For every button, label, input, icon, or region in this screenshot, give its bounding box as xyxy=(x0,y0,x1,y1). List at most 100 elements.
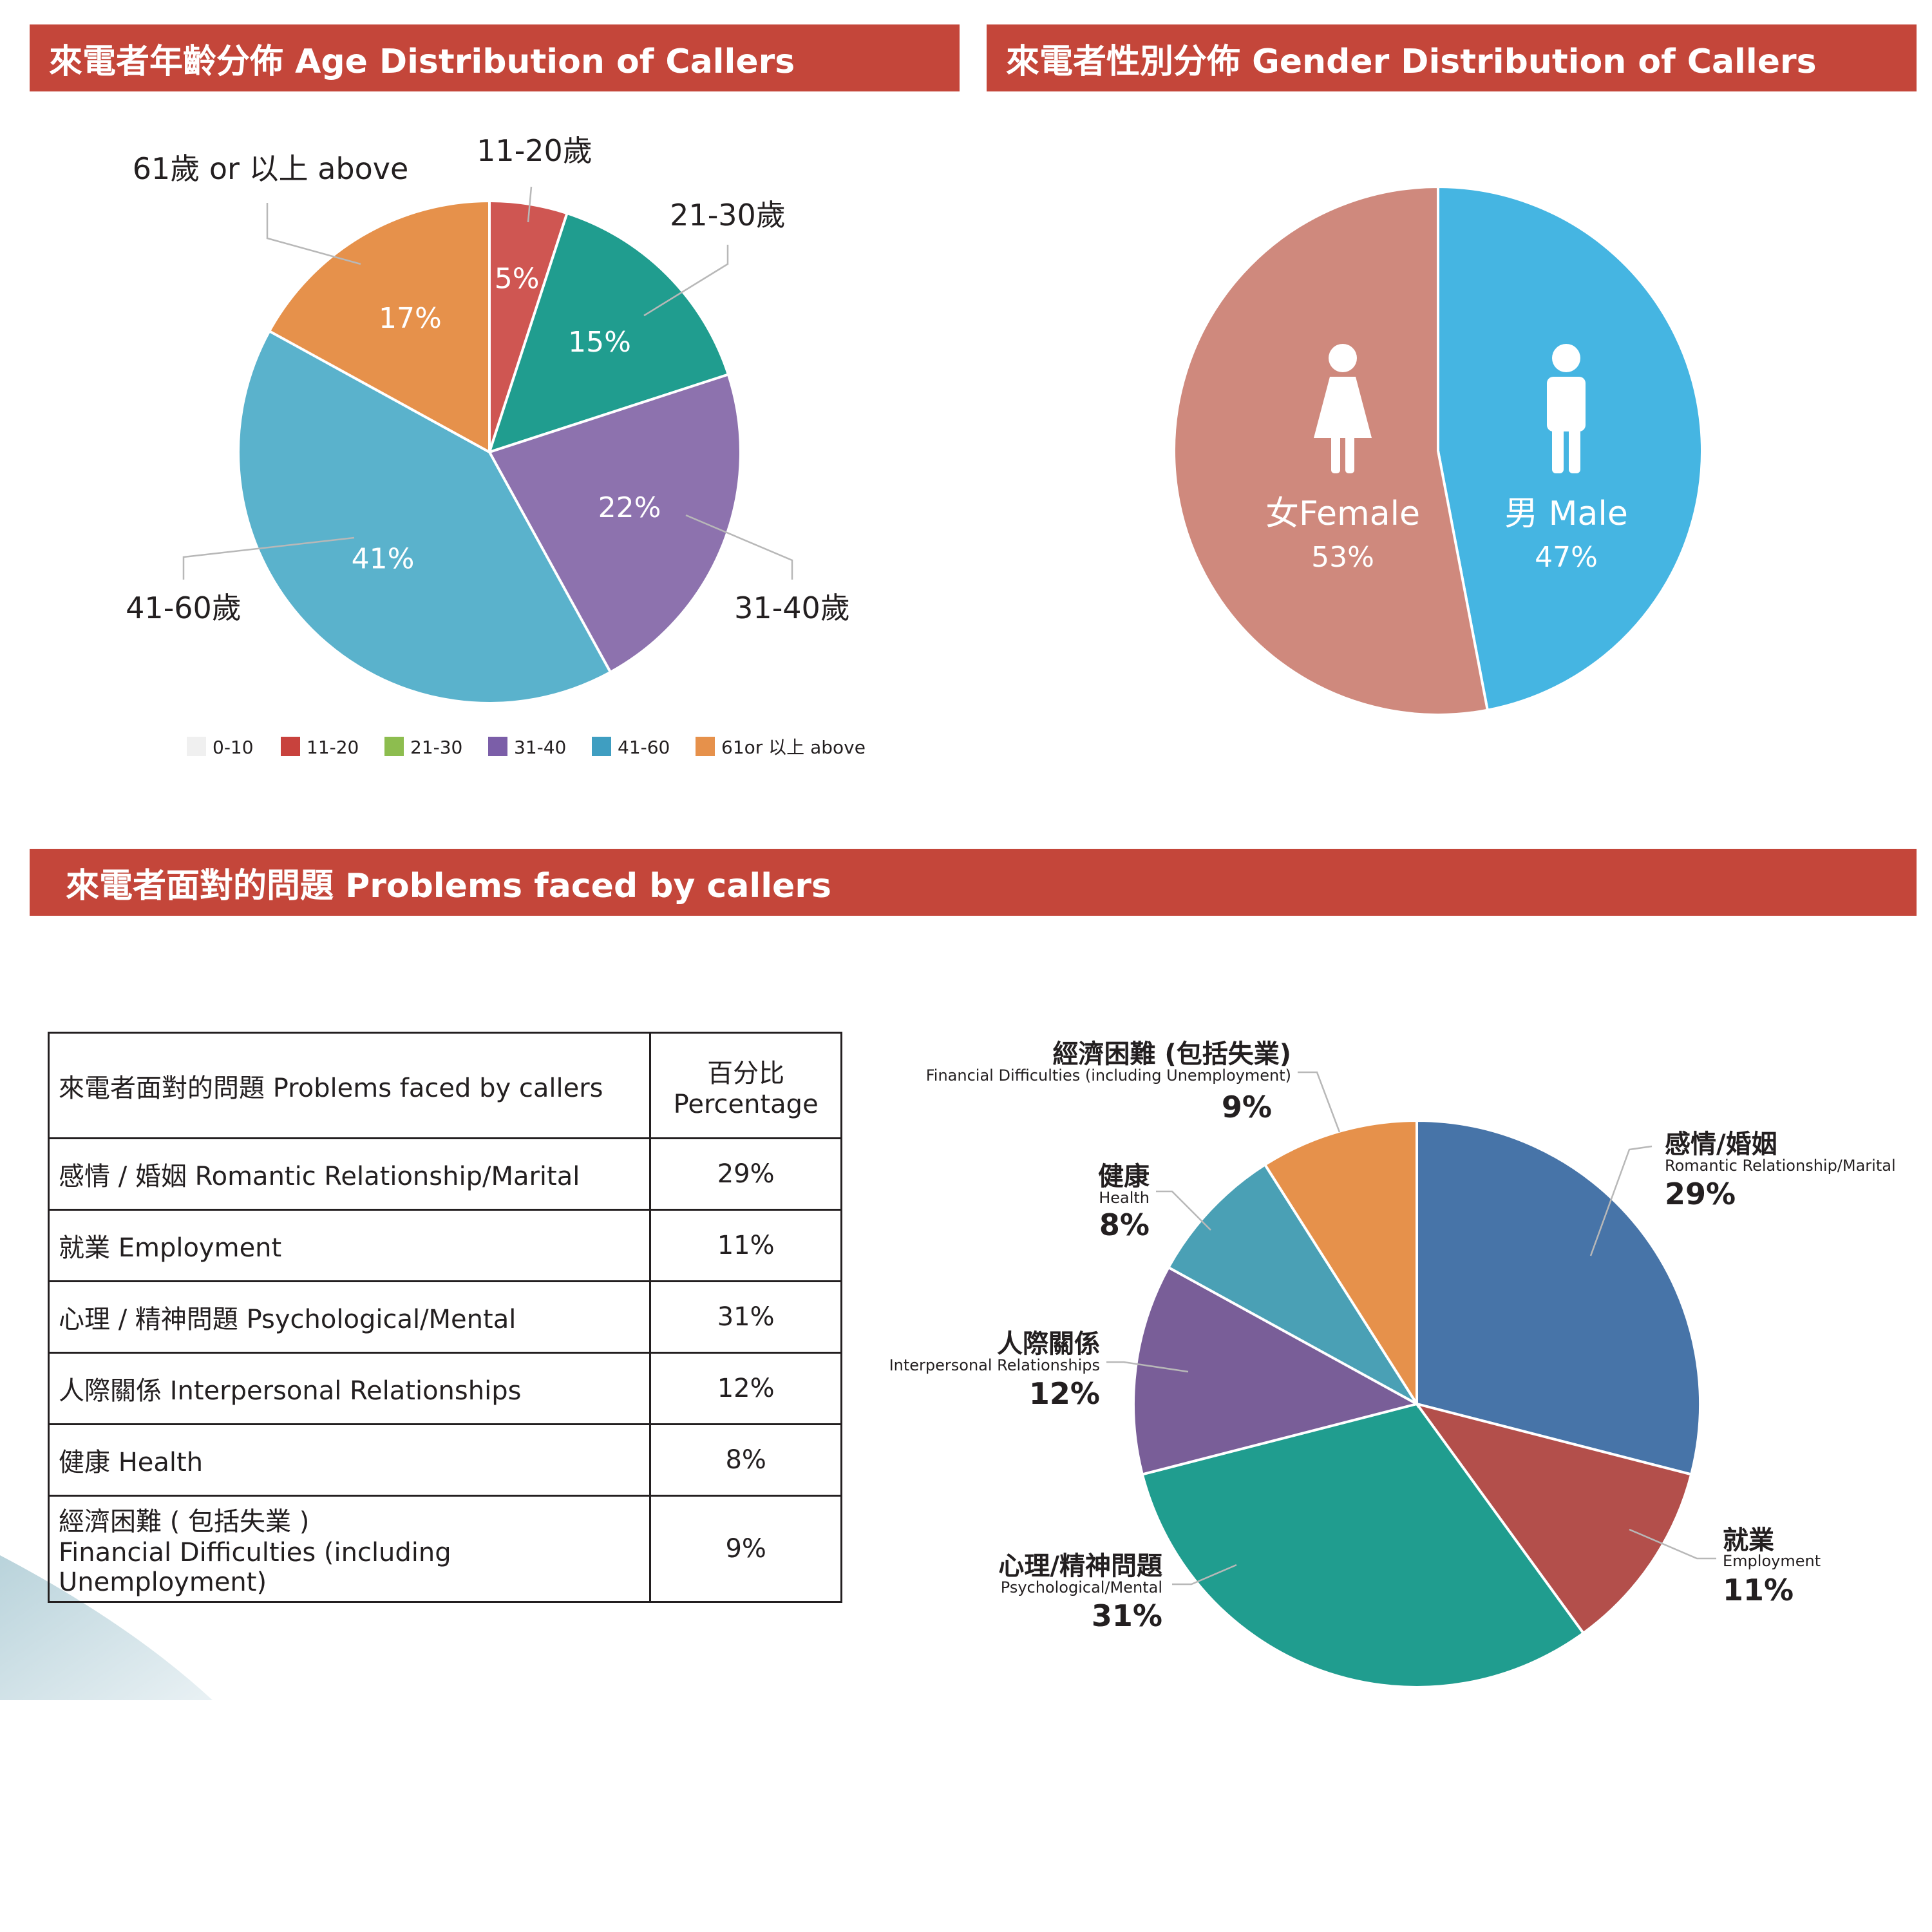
table-row: 就業 Employment 11% xyxy=(47,1209,842,1282)
slice-category-label-en: Psychological/Mental xyxy=(1001,1578,1162,1596)
table-row: 心理 / 精神問題 Psychological/Mental 31% xyxy=(47,1280,842,1354)
slice-category-label-zh: 健康 xyxy=(1098,1162,1150,1191)
leader-line xyxy=(266,203,361,265)
legend-label: 31-40 xyxy=(514,737,566,758)
pie-slice xyxy=(1414,1401,1693,1635)
leader-line xyxy=(1172,1564,1237,1586)
legend-label: 41-60 xyxy=(618,737,670,758)
table-cell-category: 心理 / 精神問題 Psychological/Mental xyxy=(47,1280,652,1354)
leader-line xyxy=(1106,1361,1189,1373)
slice-category-label-en: Interpersonal Relationships xyxy=(889,1356,1100,1374)
slice-percent-label: 47% xyxy=(1535,541,1598,574)
slice-percent-label: 5% xyxy=(495,262,540,295)
table-cell-category: 健康 Health xyxy=(47,1423,652,1497)
gender-pie-chart: 男 Male 47% 女Female 53% xyxy=(1173,185,1703,716)
table-cell-category: 人際關係 Interpersonal Relationships xyxy=(47,1352,652,1425)
slice-category-label: 21-30歲 xyxy=(670,198,786,232)
table-row: 經濟困難 ( 包括失業 ) Financial Difficulties (in… xyxy=(47,1495,842,1603)
slice-percent-label: 15% xyxy=(568,326,631,359)
table-row: 健康 Health 8% xyxy=(47,1423,842,1497)
problems-section-title: 來電者面對的問題 Problems faced by callers xyxy=(66,866,831,905)
pie-slice xyxy=(237,329,612,705)
table-cell-percentage: 31% xyxy=(649,1280,842,1354)
pie-slice xyxy=(1132,1265,1421,1476)
table-header-category: 來電者面對的問題 Problems faced by callers xyxy=(47,1032,652,1139)
slice-category-label-zh: 感情/婚姻 xyxy=(1665,1130,1777,1159)
slice-percent-label: 31% xyxy=(1092,1598,1162,1633)
slice-category-label-en: Employment xyxy=(1723,1552,1821,1570)
slice-percent-label: 11% xyxy=(1723,1573,1794,1607)
slice-category-label-en: Health xyxy=(1099,1189,1150,1207)
leader-line xyxy=(1298,1071,1341,1133)
slice-percent-label: 53% xyxy=(1311,541,1374,574)
table-cell-percentage: 29% xyxy=(649,1137,842,1211)
leader-line xyxy=(527,186,533,223)
slice-category-label: 女Female xyxy=(1265,495,1420,533)
pie-slice xyxy=(1173,185,1490,716)
slice-percent-label: 8% xyxy=(1099,1208,1150,1242)
legend-swatch xyxy=(696,737,715,756)
table-cell-percentage: 8% xyxy=(649,1423,842,1497)
age-section-banner: 來電者年齡分佈 Age Distribution of Callers xyxy=(30,24,960,91)
leader-line xyxy=(643,245,729,317)
slice-percent-label: 41% xyxy=(352,542,415,575)
header-percentage-zh: 百分比 xyxy=(707,1058,785,1088)
slice-percent-label: 29% xyxy=(1665,1177,1736,1211)
table-cell-category: 就業 Employment xyxy=(47,1209,652,1282)
slice-category-label: 31-40歲 xyxy=(734,591,850,625)
gender-section-title: 來電者性別分佈 Gender Distribution of Callers xyxy=(1006,42,1817,81)
pie-slice xyxy=(487,211,730,455)
slice-category-label-zh: 就業 xyxy=(1723,1526,1774,1555)
slice-category-label: 11-20歲 xyxy=(477,133,592,168)
leader-line xyxy=(1589,1145,1653,1256)
table-cell-percentage: 11% xyxy=(649,1209,842,1282)
age-pie-chart: 5% 15% 22% 41% 17% 11-20歲 21-30歲 31-40歲 41-60歲 61… xyxy=(126,133,866,758)
slice-category-label-en: Romantic Relationship/Marital xyxy=(1665,1157,1896,1175)
gender-section-banner: 來電者性別分佈 Gender Distribution of Callers xyxy=(987,24,1917,91)
table-row: 感情 / 婚姻 Romantic Relationship/Marital 29… xyxy=(47,1137,842,1211)
table-header-row: 來電者面對的問題 Problems faced by callers 百分比 P… xyxy=(47,1032,842,1139)
slice-category-label: 61歲 or 以上 above xyxy=(133,151,409,186)
leader-line xyxy=(182,536,355,580)
age-section-title: 來電者年齡分佈 Age Distribution of Callers xyxy=(49,42,795,81)
pie-slice xyxy=(1141,1402,1586,1689)
slice-percent-label: 22% xyxy=(598,491,661,524)
problems-section-banner: 來電者面對的問題 Problems faced by callers xyxy=(30,849,1917,916)
slice-percent-label: 17% xyxy=(379,302,442,335)
leader-line xyxy=(685,514,793,580)
pie-slice xyxy=(1263,1119,1418,1408)
slice-category-label: 男 Male xyxy=(1504,495,1628,533)
legend-label: 21-30 xyxy=(410,737,462,758)
female-person-icon xyxy=(1314,344,1372,473)
table-cell-category-line2: Financial Difficulties (including Unempl… xyxy=(59,1538,451,1597)
slice-percent-label: 9% xyxy=(1222,1090,1272,1124)
table-header-percentage: 百分比 Percentage xyxy=(649,1032,842,1139)
slice-category-label: 41-60歲 xyxy=(126,591,242,625)
pie-slice xyxy=(267,199,491,455)
slice-category-label-zh: 經濟困難 (包括失業) xyxy=(1053,1039,1292,1069)
table-cell-category: 感情 / 婚姻 Romantic Relationship/Marital xyxy=(47,1137,652,1211)
legend-swatch xyxy=(592,737,611,756)
problems-table: 來電者面對的問題 Problems faced by callers 百分比 P… xyxy=(47,1032,842,1603)
pie-slice xyxy=(1416,1119,1701,1476)
legend-label: 61or 以上 above xyxy=(721,737,866,758)
table-cell-category: 經濟困難 ( 包括失業 ) Financial Difficulties (in… xyxy=(47,1495,652,1603)
legend-swatch xyxy=(488,737,507,756)
slice-category-label-zh: 人際關係 xyxy=(997,1329,1100,1359)
leader-line xyxy=(1156,1190,1211,1231)
header-percentage-en: Percentage xyxy=(673,1089,819,1119)
legend-swatch xyxy=(384,737,404,756)
male-person-icon xyxy=(1547,344,1586,473)
table-row: 人際關係 Interpersonal Relationships 12% xyxy=(47,1352,842,1425)
pie-slice xyxy=(1166,1162,1418,1405)
table-cell-percentage: 9% xyxy=(649,1495,842,1603)
legend-swatch xyxy=(281,737,300,756)
legend-label: 11-20 xyxy=(307,737,359,758)
slice-category-label-en: Financial Difficulties (including Unempl… xyxy=(926,1066,1291,1084)
table-cell-percentage: 12% xyxy=(649,1352,842,1425)
slice-category-label-zh: 心理/精神問題 xyxy=(998,1551,1162,1581)
table-cell-category-line1: 經濟困難 ( 包括失業 ) xyxy=(59,1507,310,1537)
slice-percent-label: 12% xyxy=(1029,1376,1100,1411)
legend-label: 0-10 xyxy=(213,737,254,758)
